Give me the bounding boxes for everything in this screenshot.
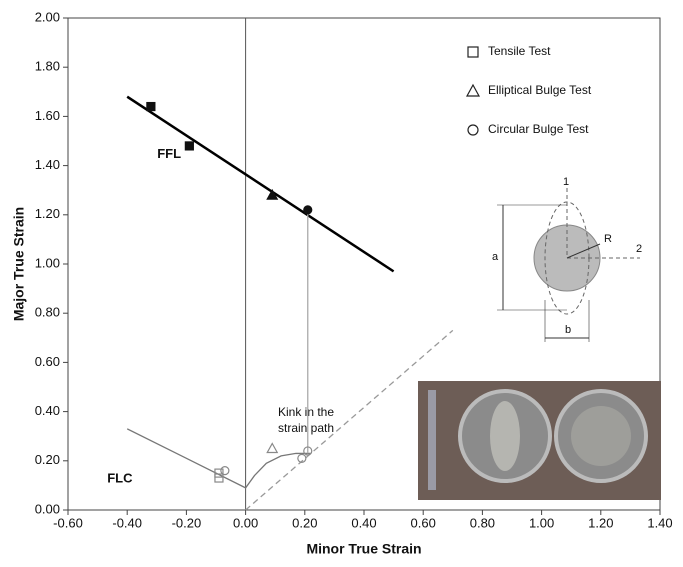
line xyxy=(245,329,454,511)
inset-label: R xyxy=(604,233,612,245)
inset-label: 2 xyxy=(636,243,642,255)
inset-label: 1 xyxy=(563,176,569,188)
marker xyxy=(146,101,156,112)
y-tick-label: 1.20 xyxy=(35,206,60,221)
y-tick-label: 0.20 xyxy=(35,452,60,467)
y-axis-label: Major True Strain xyxy=(11,207,27,321)
legend-label: Circular Bulge Test xyxy=(488,122,589,136)
y-tick-label: 0.80 xyxy=(35,305,60,320)
annotation: Kink in the strain path xyxy=(278,405,334,435)
x-tick-label: -0.40 xyxy=(112,515,142,530)
marker xyxy=(266,188,279,200)
y-tick-label: 0.60 xyxy=(35,354,60,369)
x-tick-label: -0.20 xyxy=(172,515,202,530)
y-tick-label: 1.80 xyxy=(35,59,60,74)
line xyxy=(126,428,311,489)
x-tick-label: 1.40 xyxy=(647,515,672,530)
y-tick-label: 1.00 xyxy=(35,255,60,270)
marker xyxy=(220,466,230,476)
legend-marker xyxy=(465,83,481,97)
x-tick-label: -0.60 xyxy=(53,515,83,530)
marker xyxy=(214,468,224,478)
legend-label: Tensile Test xyxy=(488,44,551,58)
legend-label: Elliptical Bulge Test xyxy=(488,83,592,97)
marker xyxy=(303,205,313,215)
line-label: FLC xyxy=(107,470,133,485)
y-tick-label: 0.40 xyxy=(35,403,60,418)
marker xyxy=(303,446,313,456)
x-tick-label: 0.40 xyxy=(351,515,376,530)
specimen-photo xyxy=(418,381,661,500)
marker xyxy=(266,442,279,454)
x-tick-label: 0.60 xyxy=(411,515,436,530)
marker xyxy=(184,141,194,151)
inset-label: a xyxy=(492,251,499,263)
marker xyxy=(214,473,224,483)
x-axis-label: Minor True Strain xyxy=(306,541,421,557)
y-tick-label: 1.60 xyxy=(35,108,60,123)
inset-diagram: 1 2 a b R xyxy=(492,176,642,342)
y-tick-label: 2.00 xyxy=(35,9,60,24)
x-tick-label: 1.20 xyxy=(588,515,613,530)
y-tick-label: 0.00 xyxy=(35,501,60,516)
x-tick-label: 0.20 xyxy=(292,515,317,530)
x-tick-label: 1.00 xyxy=(529,515,554,530)
inset-label: b xyxy=(565,324,571,336)
line xyxy=(126,95,395,273)
x-tick-label: 0.00 xyxy=(233,515,258,530)
marker xyxy=(297,453,307,463)
y-tick-label: 1.40 xyxy=(35,157,60,172)
legend-marker xyxy=(467,124,479,136)
x-tick-label: 0.80 xyxy=(470,515,495,530)
line-label: FFL xyxy=(157,146,181,161)
legend-marker xyxy=(467,46,479,58)
